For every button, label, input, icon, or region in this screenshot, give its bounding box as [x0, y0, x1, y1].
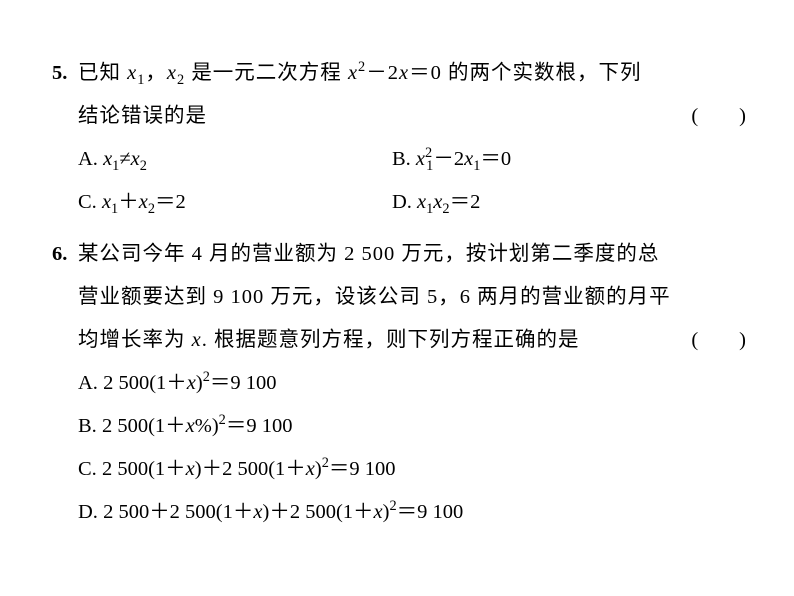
opt-label: D. [392, 191, 417, 213]
text: 均增长率为 [78, 329, 192, 351]
text: %) [195, 415, 219, 437]
q5-stem-line2: 结论错误的是 ( ) [52, 95, 746, 138]
math-x: x [192, 329, 202, 351]
q5-body-line1: 已知 x1，x2 是一元二次方程 x2－2x＝0 的两个实数根，下列 [78, 52, 746, 95]
math-x: x [399, 62, 409, 84]
text: 2 500(1＋ [102, 458, 186, 480]
sup: 2 [322, 455, 329, 471]
text: 是一元二次方程 [185, 62, 348, 84]
question-6: 6. 某公司今年 4 月的营业额为 2 500 万元，按计划第二季度的总 营业额… [52, 233, 746, 534]
q5-option-b: B. x21－2x1＝0 [392, 138, 746, 181]
text: . 根据题意列方程，则下列方程正确的是 [202, 329, 580, 351]
q6-stem-line1: 6. 某公司今年 4 月的营业额为 2 500 万元，按计划第二季度的总 [52, 233, 746, 276]
math-x: x [139, 191, 148, 213]
sub: 2 [140, 158, 147, 174]
text: 2 500(1＋ [102, 415, 186, 437]
opt-label: A. [78, 148, 103, 170]
q6-body-line1: 某公司今年 4 月的营业额为 2 500 万元，按计划第二季度的总 [78, 233, 746, 276]
text: －2 [366, 62, 399, 84]
opt-label: C. [78, 191, 102, 213]
answer-paren: ( ) [691, 95, 746, 138]
math-x: x [464, 148, 473, 170]
text: 2 500＋2 500(1＋ [103, 501, 253, 523]
q6-body-line2: 营业额要达到 9 100 万元，设该公司 5，6 两月的营业额的月平 [78, 276, 746, 319]
math-x: x [253, 501, 262, 523]
sub: 2 [442, 202, 449, 218]
opt-label: B. [78, 415, 102, 437]
q6-option-c: C. 2 500(1＋x)＋2 500(1＋x)2＝9 100 [52, 448, 746, 491]
text: ＝9 100 [226, 415, 293, 437]
q5-options-row2: C. x1＋x2＝2 D. x1x2＝2 [52, 181, 746, 224]
text: 的两个实数根，下列 [442, 62, 642, 84]
math-x: x [374, 501, 383, 523]
q6-option-b: B. 2 500(1＋x%)2＝9 100 [52, 405, 746, 448]
sub: 2 [148, 202, 155, 218]
math-x: x [186, 415, 195, 437]
opt-label: C. [78, 458, 102, 480]
q6-body-line3: 均增长率为 x. 根据题意列方程，则下列方程正确的是 ( ) [78, 319, 746, 362]
math-x: x [416, 148, 425, 170]
text: 已知 [78, 62, 127, 84]
q5-body-line2: 结论错误的是 ( ) [78, 95, 746, 138]
text: ＝0 [409, 62, 442, 84]
text: ) [315, 458, 322, 480]
q5-option-a: A. x1≠x2 [78, 138, 392, 181]
q6-option-a: A. 2 500(1＋x)2＝9 100 [52, 362, 746, 405]
q5-option-d: D. x1x2＝2 [392, 181, 746, 224]
math-x: x [187, 372, 196, 394]
text: ＝0 [480, 148, 511, 170]
q5-stem-line1: 5. 已知 x1，x2 是一元二次方程 x2－2x＝0 的两个实数根，下列 [52, 52, 746, 95]
sup: 2 [358, 59, 366, 75]
math-x: x [348, 62, 358, 84]
opt-label: D. [78, 501, 103, 523]
text: ＝9 100 [397, 501, 464, 523]
text: )＋2 500(1＋ [263, 501, 374, 523]
text: ＝2 [155, 191, 186, 213]
answer-paren: ( ) [691, 319, 746, 362]
q5-option-c: C. x1＋x2＝2 [78, 181, 392, 224]
text: ＝9 100 [210, 372, 277, 394]
text: －2 [433, 148, 464, 170]
text: 结论错误的是 [78, 105, 207, 127]
math-x: x [186, 458, 195, 480]
text: ＝9 100 [329, 458, 396, 480]
math-x: x [102, 191, 111, 213]
text: )＋2 500(1＋ [195, 458, 306, 480]
q6-number: 6. [52, 233, 78, 276]
sup: 2 [219, 412, 226, 428]
math-x: x [167, 62, 177, 84]
sub: 2 [177, 72, 185, 88]
q6-option-d: D. 2 500＋2 500(1＋x)＋2 500(1＋x)2＝9 100 [52, 491, 746, 534]
text: ＋ [118, 191, 139, 213]
q5-number: 5. [52, 52, 78, 95]
question-5: 5. 已知 x1，x2 是一元二次方程 x2－2x＝0 的两个实数根，下列 结论… [52, 52, 746, 225]
neq: ≠ [119, 148, 130, 170]
sup: 2 [203, 369, 210, 385]
text: 2 500(1＋ [103, 372, 187, 394]
math-x: x [417, 191, 426, 213]
text: ) [196, 372, 203, 394]
opt-label: A. [78, 372, 103, 394]
text: ＝2 [450, 191, 481, 213]
text: ， [145, 62, 167, 84]
q6-stem-line2: 营业额要达到 9 100 万元，设该公司 5，6 两月的营业额的月平 [52, 276, 746, 319]
math-x: x [127, 62, 137, 84]
q5-options-row1: A. x1≠x2 B. x21－2x1＝0 [52, 138, 746, 181]
math-x: x [306, 458, 315, 480]
math-x: x [103, 148, 112, 170]
sup: 2 [389, 498, 396, 514]
math-x: x [131, 148, 140, 170]
opt-label: B. [392, 148, 416, 170]
q6-stem-line3: 均增长率为 x. 根据题意列方程，则下列方程正确的是 ( ) [52, 319, 746, 362]
